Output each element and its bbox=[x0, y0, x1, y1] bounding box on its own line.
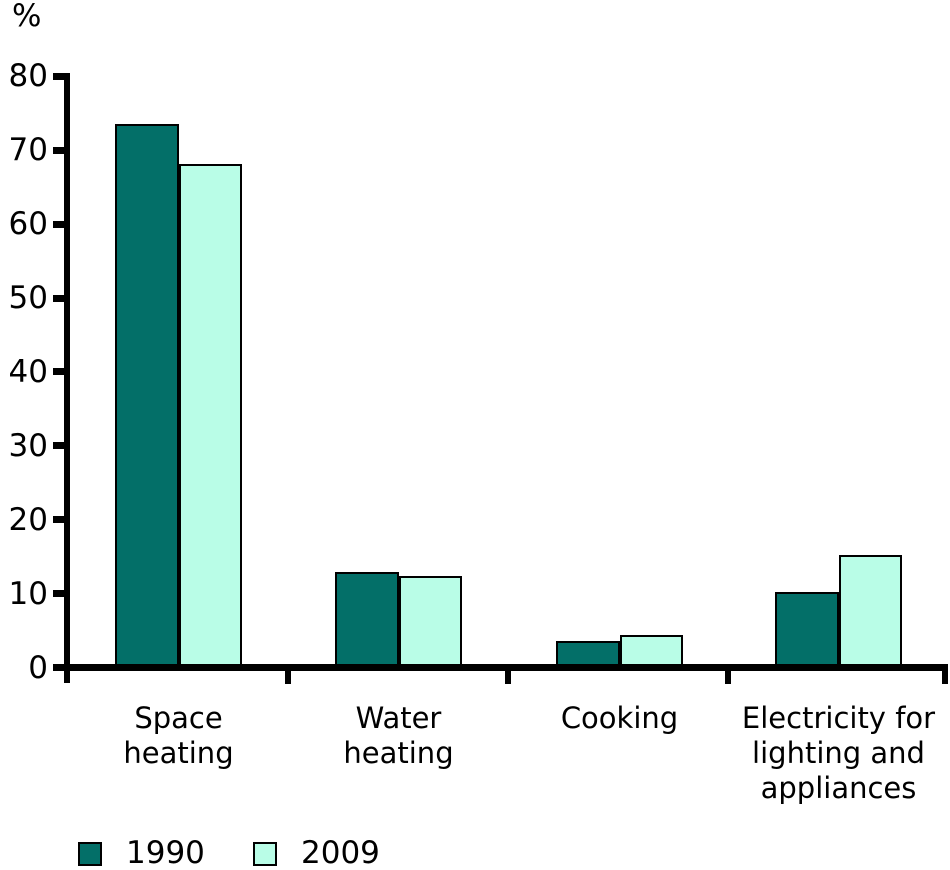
y-tick-label-70: 70 bbox=[8, 132, 48, 169]
x-tick-3 bbox=[725, 664, 731, 684]
y-tick-label-50: 50 bbox=[8, 280, 48, 317]
legend-label-1990: 1990 bbox=[126, 835, 205, 870]
y-tick-30 bbox=[53, 442, 64, 450]
y-tick-label-60: 60 bbox=[8, 206, 48, 243]
x-tick-4 bbox=[942, 664, 948, 684]
y-tick-0 bbox=[53, 664, 64, 671]
bar-2009-water-heating bbox=[398, 575, 462, 667]
bar-2009-space-heating bbox=[178, 163, 242, 667]
y-tick-60 bbox=[53, 220, 64, 228]
category-label-water-heating: Water heating bbox=[343, 701, 454, 770]
y-tick-20 bbox=[53, 516, 64, 524]
legend-swatch-1990 bbox=[78, 841, 102, 866]
category-label-electricity-for-lighting-and-appliances: Electricity for lighting and appliances bbox=[741, 701, 936, 805]
y-axis bbox=[64, 73, 70, 683]
x-axis bbox=[53, 664, 948, 671]
y-tick-label-30: 30 bbox=[8, 427, 48, 464]
legend-item-2009: 2009 bbox=[253, 838, 380, 869]
legend-item-1990: 1990 bbox=[78, 838, 205, 869]
y-axis-unit-label: % bbox=[12, 0, 42, 34]
bar-1990-electricity-for-lighting-and-appliances bbox=[775, 592, 839, 667]
y-tick-80 bbox=[53, 72, 64, 80]
y-tick-70 bbox=[53, 146, 64, 154]
y-tick-50 bbox=[53, 294, 64, 302]
y-tick-label-10: 10 bbox=[8, 575, 48, 612]
y-tick-10 bbox=[53, 590, 64, 598]
y-tick-label-40: 40 bbox=[8, 353, 48, 390]
y-tick-label-0: 0 bbox=[28, 649, 48, 686]
y-tick-label-80: 80 bbox=[8, 58, 48, 95]
bar-1990-space-heating bbox=[115, 124, 179, 667]
bar-2009-cooking bbox=[619, 634, 683, 667]
category-label-space-heating: Space heating bbox=[123, 701, 234, 770]
legend-swatch-2009 bbox=[253, 841, 277, 866]
x-tick-1 bbox=[285, 664, 291, 684]
x-tick-2 bbox=[505, 664, 511, 684]
y-tick-label-20: 20 bbox=[8, 501, 48, 538]
y-tick-40 bbox=[53, 368, 64, 376]
legend-label-2009: 2009 bbox=[301, 835, 380, 870]
category-label-cooking: Cooking bbox=[560, 701, 679, 735]
bar-2009-electricity-for-lighting-and-appliances bbox=[838, 555, 902, 667]
bar-1990-water-heating bbox=[335, 572, 399, 667]
